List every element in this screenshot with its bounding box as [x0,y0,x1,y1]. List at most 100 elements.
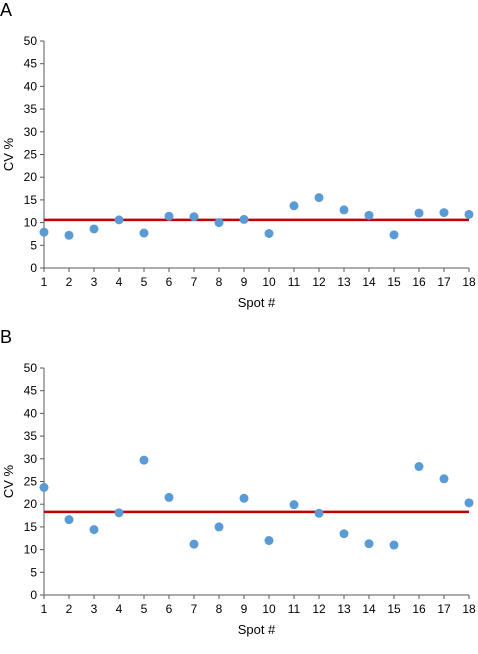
y-tick-label: 35 [24,429,38,443]
x-tick-label: 11 [288,275,301,289]
y-tick-label: 0 [30,588,37,602]
x-tick-label: 12 [312,602,326,616]
x-tick-label: 18 [462,275,476,289]
x-tick-label: 11 [288,602,301,616]
x-tick-label: 4 [116,602,123,616]
y-tick-label: 10 [24,216,38,230]
x-tick-label: 6 [166,275,173,289]
y-tick-label: 0 [30,261,37,275]
x-tick-label: 5 [141,275,148,289]
x-tick-label: 8 [216,275,223,289]
x-tick-label: 2 [66,602,73,616]
x-tick-label: 1 [41,602,48,616]
data-point [264,536,274,546]
x-tick-label: 4 [116,275,123,289]
x-axis-title: Spot # [238,622,276,637]
data-point [464,209,474,219]
x-tick-label: 10 [262,275,276,289]
data-point [414,462,424,472]
data-point [289,500,299,510]
chart-panel-a: A 0 5 10 15 20 25 30 35 40 45 50 1 2 3 4 5 6 7 8 9 10 11 12 13 1… [0,0,476,310]
data-point [239,493,249,503]
y-tick-label: 45 [24,384,38,398]
y-axis-title: CV % [1,137,16,171]
x-tick-label: 15 [387,602,401,616]
data-point [39,482,49,492]
x-tick-label: 9 [241,275,248,289]
data-point [239,214,249,224]
y-tick-label: 25 [24,148,38,162]
y-tick-label: 15 [24,193,38,207]
y-tick-label: 40 [24,79,38,93]
x-tick-label: 16 [412,275,426,289]
y-tick-label: 30 [24,452,38,466]
x-tick-label: 8 [216,602,223,616]
x-tick-label: 12 [312,275,326,289]
x-tick-label: 17 [437,275,451,289]
panel-label: A [0,0,13,20]
y-tick-label: 15 [24,520,38,534]
data-point [314,508,324,518]
data-point [189,212,199,222]
data-point [164,211,174,221]
data-point [64,230,74,240]
data-point [339,529,349,539]
data-point [439,474,449,484]
data-point [389,540,399,550]
data-point [89,224,99,234]
x-tick-label: 9 [241,602,248,616]
data-point [164,492,174,502]
data-point [414,208,424,218]
y-axis-title: CV % [1,464,16,498]
data-point [64,515,74,525]
data-point [264,228,274,238]
data-point [339,205,349,215]
x-tick-label: 3 [91,275,98,289]
y-tick-label: 10 [24,543,38,557]
x-tick-label: 3 [91,602,98,616]
x-tick-label: 10 [262,602,276,616]
data-point [189,539,199,549]
y-tick-label: 35 [24,102,38,116]
x-tick-label: 6 [166,602,173,616]
x-tick-label: 17 [437,602,451,616]
data-point [89,525,99,535]
x-tick-label: 13 [337,275,351,289]
panel-label: B [0,327,13,347]
y-tick-label: 5 [30,238,37,252]
data-point [389,230,399,240]
y-tick-label: 50 [24,34,38,48]
y-tick-label: 30 [24,125,38,139]
data-point [439,208,449,218]
data-point [364,210,374,220]
data-point [289,201,299,211]
x-tick-label: 2 [66,275,73,289]
data-point [214,218,224,228]
data-point [114,215,124,225]
x-tick-label: 16 [412,602,426,616]
x-axis-title: Spot # [238,295,276,310]
y-tick-label: 40 [24,406,38,420]
y-tick-label: 50 [24,361,38,375]
y-tick-label: 20 [24,497,38,511]
data-point [364,539,374,549]
y-tick-label: 20 [24,170,38,184]
data-point [464,498,474,508]
x-tick-label: 7 [191,602,198,616]
x-tick-label: 18 [462,602,476,616]
x-tick-label: 15 [387,275,401,289]
x-tick-label: 5 [141,602,148,616]
y-tick-label: 5 [30,565,37,579]
data-point [139,228,149,238]
x-tick-label: 1 [41,275,48,289]
data-point [139,455,149,465]
y-tick-label: 45 [24,57,38,71]
data-point [114,508,124,518]
data-point [314,193,324,203]
data-point [39,227,49,237]
data-point [214,522,224,532]
chart-panel-b: B 0 5 10 15 20 25 30 35 40 45 50 1 2 3 4 5 6 7 8 9 10 11 12 13 1… [0,327,478,654]
x-tick-label: 13 [337,602,351,616]
